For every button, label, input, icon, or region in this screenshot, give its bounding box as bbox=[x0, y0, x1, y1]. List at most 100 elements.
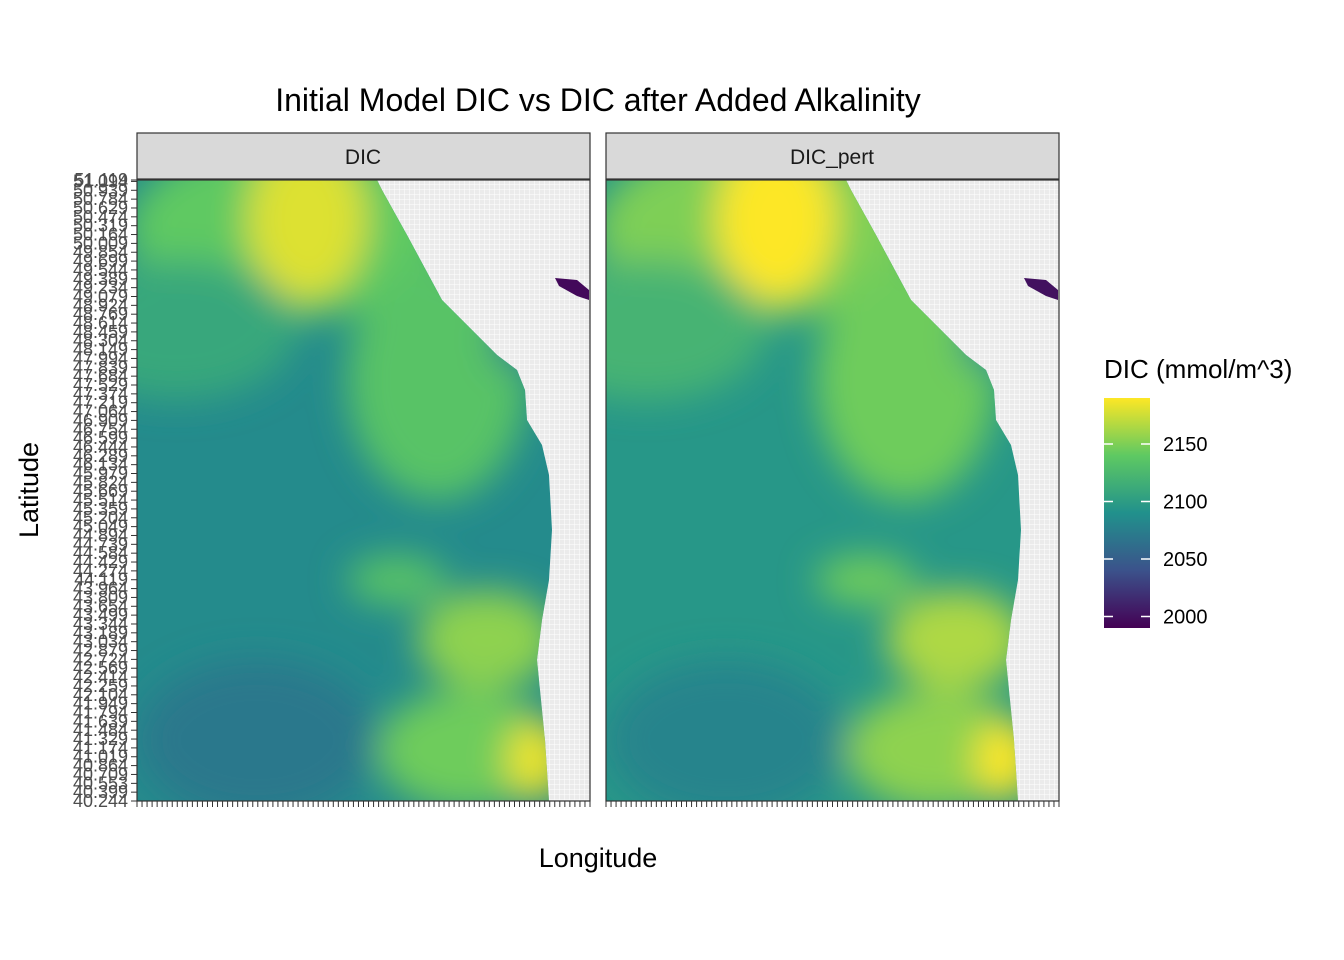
y-tick-label: 43.809 bbox=[73, 587, 128, 607]
legend-tick-label: 2100 bbox=[1163, 492, 1208, 514]
y-tick-label: 44.429 bbox=[73, 552, 128, 572]
y-tick-label: 40.709 bbox=[73, 764, 128, 784]
y-tick-label: 49.234 bbox=[73, 278, 128, 298]
y-tick-label: 47.994 bbox=[73, 348, 128, 368]
facet-strip-dic: DIC bbox=[136, 132, 591, 180]
field-anomaly bbox=[417, 590, 552, 690]
y-tick-label: 49.699 bbox=[73, 251, 128, 271]
y-tick-label: 41.949 bbox=[73, 694, 128, 714]
y-tick-label: 47.219 bbox=[73, 393, 128, 413]
y-tick-label: 45.359 bbox=[73, 499, 128, 519]
y-tick-label: 48.304 bbox=[73, 331, 128, 351]
y-tick-label: 43.344 bbox=[73, 614, 128, 634]
y-tick-label: 46.599 bbox=[73, 428, 128, 448]
x-axis bbox=[136, 801, 1060, 807]
y-tick-label: 48.769 bbox=[73, 304, 128, 324]
y-tick-label: 50.164 bbox=[73, 225, 128, 245]
y-tick-label: 42.724 bbox=[73, 649, 128, 669]
y-tick-label: 44.584 bbox=[73, 543, 128, 563]
y-tick-label: 41.329 bbox=[73, 729, 128, 749]
y-tick-label: 44.274 bbox=[73, 561, 128, 581]
y-tick-label: 48.924 bbox=[73, 295, 128, 315]
y-tick-label: 50.319 bbox=[73, 216, 128, 236]
y-tick-label: 46.754 bbox=[73, 419, 128, 439]
y-tick-label: 42.414 bbox=[73, 667, 128, 687]
inland-sea bbox=[555, 278, 589, 300]
facet-label-dic-pert: DIC_pert bbox=[790, 146, 874, 169]
y-tick-label: 49.544 bbox=[73, 260, 128, 280]
y-tick-label: 51.094 bbox=[73, 171, 128, 191]
y-tick-label: 50.939 bbox=[73, 180, 128, 200]
heatmap-panel-dic bbox=[137, 180, 590, 801]
y-tick-label: 41.174 bbox=[73, 738, 128, 758]
y-tick-label: 45.979 bbox=[73, 464, 128, 484]
color-legend: DIC (mmol/m^3) 2000 2050 2100 2150 bbox=[1104, 354, 1292, 629]
y-tick-label: 40.399 bbox=[73, 782, 128, 802]
y-tick-label: 48.459 bbox=[73, 322, 128, 342]
y-tick-label: 46.289 bbox=[73, 446, 128, 466]
y-tick-label: 44.739 bbox=[73, 534, 128, 554]
y-tick-label: 48.149 bbox=[73, 340, 128, 360]
x-axis-label: Longitude bbox=[539, 843, 658, 873]
y-axis: 40.24440.39940.55340.70940.86441.01941.1… bbox=[73, 170, 137, 811]
y-tick-label: 41.484 bbox=[73, 720, 128, 740]
y-tick-label: 45.669 bbox=[73, 481, 128, 501]
field-anomaly bbox=[507, 720, 552, 800]
legend-tick-label: 2000 bbox=[1163, 607, 1208, 629]
y-tick-label: 50.629 bbox=[73, 198, 128, 218]
field-anomaly bbox=[816, 555, 916, 605]
inland-sea bbox=[1024, 278, 1058, 300]
y-tick-label: 44.894 bbox=[73, 525, 128, 545]
y-tick-label: 45.204 bbox=[73, 508, 128, 528]
y-tick-label: 48.614 bbox=[73, 313, 128, 333]
field-anomaly bbox=[137, 260, 297, 400]
y-tick-label: 42.569 bbox=[73, 658, 128, 678]
y-tick-label: 47.374 bbox=[73, 384, 128, 404]
legend-tick-label: 2150 bbox=[1163, 434, 1208, 456]
y-tick-label: 42.879 bbox=[73, 641, 128, 661]
y-tick-label: 43.189 bbox=[73, 623, 128, 643]
y-tick-label: 45.824 bbox=[73, 472, 128, 492]
facet-strip-dic-pert: DIC_pert bbox=[605, 132, 1060, 180]
y-tick-label: 43.654 bbox=[73, 596, 128, 616]
facet-label-dic: DIC bbox=[345, 146, 381, 169]
y-tick-label: 43.034 bbox=[73, 632, 128, 652]
y-tick-label: 47.064 bbox=[73, 402, 128, 422]
chart-title: Initial Model DIC vs DIC after Added Alk… bbox=[275, 82, 921, 118]
y-tick-label: 46.444 bbox=[73, 437, 128, 457]
y-tick-label: 40.244 bbox=[73, 791, 128, 811]
heatmap-panel-dic-pert bbox=[606, 180, 1059, 801]
y-tick-label: 41.019 bbox=[73, 747, 128, 767]
field-anomaly bbox=[976, 720, 1021, 800]
y-tick-label: 45.049 bbox=[73, 517, 128, 537]
y-tick-label: 41.794 bbox=[73, 702, 128, 722]
y-tick-label: 50.784 bbox=[73, 189, 128, 209]
y-axis-label: Latitude bbox=[14, 442, 44, 538]
field-anomaly bbox=[716, 180, 836, 300]
y-tick-label: 47.839 bbox=[73, 357, 128, 377]
field-anomaly bbox=[606, 260, 766, 400]
y-tick-label: 46.909 bbox=[73, 410, 128, 430]
y-tick-label: 49.854 bbox=[73, 242, 128, 262]
y-tick-label: 44.119 bbox=[74, 570, 128, 590]
y-tick-label: 46.134 bbox=[73, 455, 128, 475]
y-tick-label: 42.104 bbox=[73, 685, 128, 705]
y-tick-label: 40.553 bbox=[73, 773, 128, 793]
y-tick-label: 43.964 bbox=[73, 579, 128, 599]
field-anomaly bbox=[347, 555, 447, 605]
legend-tick-label: 2050 bbox=[1163, 549, 1208, 571]
y-tick-label: 45.514 bbox=[73, 490, 128, 510]
field-anomaly bbox=[886, 590, 1021, 690]
y-tick-label: 51.119 bbox=[74, 170, 128, 190]
y-tick-label: 41.639 bbox=[73, 711, 128, 731]
y-tick-label: 50.009 bbox=[73, 233, 128, 253]
field-anomaly bbox=[247, 180, 367, 300]
y-tick-label: 49.079 bbox=[73, 286, 128, 306]
y-tick-label: 47.684 bbox=[73, 366, 128, 386]
y-tick-label: 42.259 bbox=[73, 676, 128, 696]
y-tick-label: 47.529 bbox=[73, 375, 128, 395]
legend-colorbar bbox=[1104, 398, 1150, 628]
y-tick-label: 49.389 bbox=[73, 269, 128, 289]
y-tick-label: 43.499 bbox=[73, 605, 128, 625]
